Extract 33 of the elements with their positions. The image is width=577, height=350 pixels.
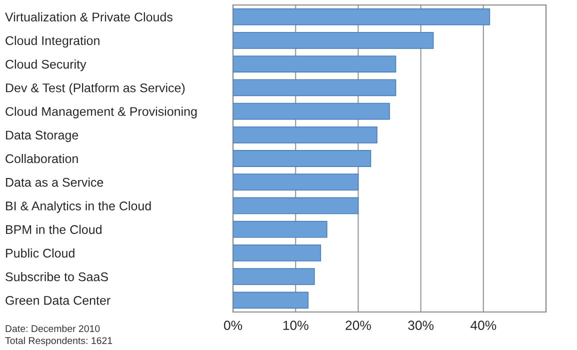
bar bbox=[233, 126, 378, 144]
y-tick-label: Cloud Management & Provisioning bbox=[6, 106, 197, 118]
y-tick-label: BI & Analytics in the Cloud bbox=[6, 201, 151, 213]
bar bbox=[233, 244, 322, 262]
y-tick-label: Green Data Center bbox=[6, 296, 110, 305]
x-tick-label: 40% bbox=[470, 320, 496, 330]
text: Total Respondents: 1621 bbox=[5, 336, 112, 346]
y-tick-label: Subscribe to SaaS bbox=[6, 272, 108, 282]
x-tick-label: 20% bbox=[346, 320, 371, 330]
bar bbox=[233, 292, 309, 309]
bar bbox=[233, 8, 490, 26]
bar bbox=[233, 174, 359, 191]
bar bbox=[233, 197, 359, 214]
bar bbox=[233, 150, 372, 167]
bar bbox=[233, 32, 434, 49]
y-tick-label: Virtualization & Private Clouds bbox=[5, 12, 172, 22]
bar bbox=[233, 79, 396, 96]
y-tick-label: Collaboration bbox=[6, 154, 78, 164]
x-tick-label: 30% bbox=[408, 320, 434, 330]
y-tick-label: Data as a Service bbox=[6, 178, 104, 187]
bar bbox=[233, 268, 315, 286]
y-tick-label: Public Cloud bbox=[6, 248, 74, 258]
y-tick-label: Cloud Security bbox=[6, 60, 86, 72]
x-tick-label: 10% bbox=[283, 320, 308, 330]
bar bbox=[233, 102, 390, 120]
y-tick-label: BPM in the Cloud bbox=[6, 224, 102, 234]
y-tick-label: Cloud Integration bbox=[6, 36, 100, 48]
bar bbox=[233, 56, 396, 72]
y-tick-label: Data Storage bbox=[6, 130, 78, 142]
text: Date: December 2010 bbox=[6, 324, 100, 332]
x-tick-label: 0% bbox=[224, 320, 242, 330]
y-tick-label: Dev & Test (Platform as Service) bbox=[6, 83, 185, 95]
bar bbox=[233, 220, 328, 238]
